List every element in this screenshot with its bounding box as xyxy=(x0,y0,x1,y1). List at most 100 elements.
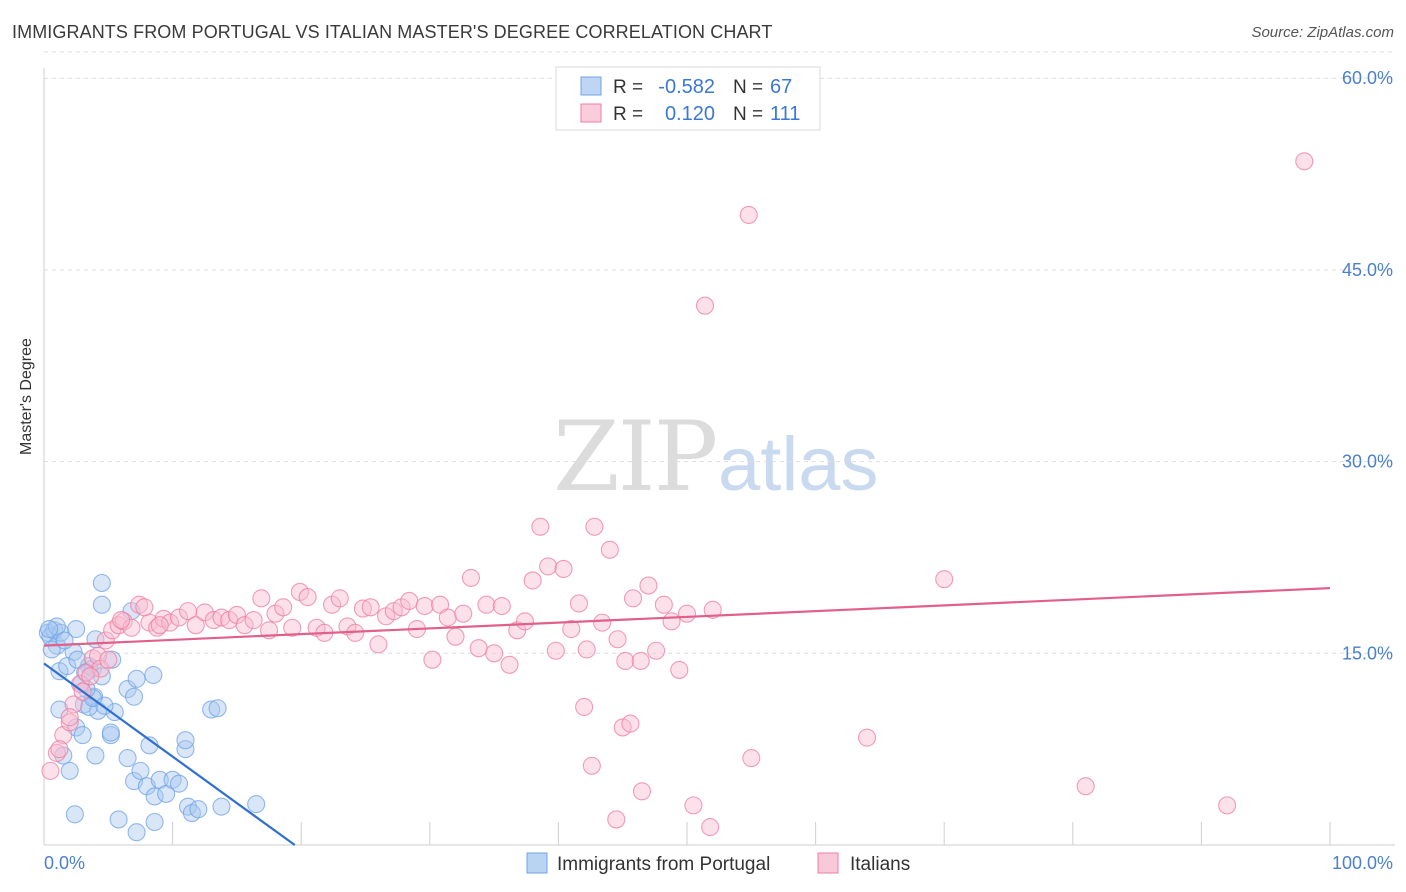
portugal-point xyxy=(55,631,74,650)
portugal-point xyxy=(86,746,105,765)
n-value: 67 xyxy=(770,76,792,98)
italians-point xyxy=(83,649,102,668)
legend-swatch xyxy=(526,852,548,874)
portugal-point xyxy=(131,761,150,780)
italians-point xyxy=(330,589,349,608)
italians-trend-line xyxy=(43,587,1331,647)
x-tick-label: 100.0% xyxy=(1332,853,1393,873)
italians-point xyxy=(186,616,205,635)
italians-point xyxy=(703,600,722,619)
watermark-zip: ZIP xyxy=(553,401,716,513)
italians-point xyxy=(569,594,589,613)
italians-point xyxy=(621,714,640,733)
italians-point xyxy=(169,608,189,627)
italians-point xyxy=(701,818,720,837)
italians-point xyxy=(670,660,689,679)
italians-point xyxy=(244,611,263,630)
portugal-point xyxy=(79,697,99,717)
portugal-point xyxy=(208,699,227,718)
italians-point xyxy=(585,517,604,536)
italians-point xyxy=(60,708,79,727)
italians-point xyxy=(361,598,380,617)
italians-point xyxy=(99,650,118,669)
italians-point xyxy=(1218,796,1237,815)
portugal-point xyxy=(92,595,111,614)
portugal-point xyxy=(202,700,221,719)
italians-point xyxy=(438,608,457,627)
italians-point xyxy=(477,595,496,614)
portugal-point xyxy=(145,787,164,806)
portugal-point xyxy=(58,657,77,676)
y-tick-label: 60.0% xyxy=(1342,68,1393,88)
portugal-point xyxy=(67,619,86,639)
stats-legend-swatch xyxy=(580,76,602,96)
y-tick-label: 15.0% xyxy=(1342,643,1393,663)
italians-point xyxy=(742,749,761,768)
italians-point xyxy=(122,618,141,637)
watermark-atlas: atlas xyxy=(718,422,879,507)
italians-point xyxy=(539,557,558,576)
y-tick-label: 45.0% xyxy=(1342,260,1393,280)
italians-point xyxy=(531,517,550,536)
r-label: R = xyxy=(613,77,643,98)
italians-point xyxy=(415,596,434,616)
italians-point xyxy=(298,588,317,607)
stats-legend-swatch xyxy=(580,103,602,123)
italians-point xyxy=(695,296,715,315)
italians-point xyxy=(274,598,293,617)
italians-point xyxy=(96,631,115,650)
italians-point xyxy=(631,651,650,671)
italians-point xyxy=(857,728,877,747)
portugal-point xyxy=(73,726,92,745)
r-value: 0.120 xyxy=(665,103,715,125)
italians-point xyxy=(492,596,511,616)
portugal-point xyxy=(65,805,84,824)
x-tick-label: 0.0% xyxy=(44,853,85,873)
italians-point xyxy=(582,756,601,775)
italians-point xyxy=(369,635,388,654)
italians-point xyxy=(632,782,652,801)
portugal-point xyxy=(68,650,87,669)
portugal-point xyxy=(40,619,59,639)
n-label: N = xyxy=(733,104,763,125)
italians-point xyxy=(616,651,635,671)
portugal-point xyxy=(118,749,137,768)
portugal-point xyxy=(101,723,120,742)
portugal-point xyxy=(60,761,79,780)
italians-point xyxy=(647,641,666,660)
italians-point xyxy=(446,627,465,646)
portugal-point xyxy=(127,669,146,688)
r-label: R = xyxy=(613,104,643,125)
portugal-point xyxy=(105,703,124,722)
italians-point xyxy=(500,655,519,674)
italians-point xyxy=(662,612,681,631)
italians-point xyxy=(677,604,697,623)
italians-point xyxy=(130,595,149,614)
chart-title: IMMIGRANTS FROM PORTUGAL VS ITALIAN MAST… xyxy=(12,22,773,42)
portugal-point xyxy=(127,823,146,842)
italians-point xyxy=(684,796,703,815)
italians-point xyxy=(81,667,100,686)
italians-point xyxy=(400,591,419,610)
portugal-point xyxy=(92,573,111,593)
italians-point xyxy=(575,697,594,717)
portugal-point xyxy=(189,800,208,819)
legend-swatch xyxy=(817,852,839,874)
italians-point xyxy=(523,571,542,590)
italians-point xyxy=(41,761,60,780)
italians-point xyxy=(135,598,154,617)
portugal-point xyxy=(169,774,189,793)
portugal-point xyxy=(124,687,144,706)
italians-point xyxy=(112,611,131,630)
n-label: N = xyxy=(733,77,763,98)
italians-point xyxy=(554,559,573,579)
portugal-point xyxy=(145,812,164,832)
italians-point xyxy=(235,616,254,635)
chart-source: Source: ZipAtlas.com xyxy=(1251,24,1394,41)
italians-point xyxy=(252,589,271,608)
italians-point xyxy=(1076,777,1095,796)
italians-point xyxy=(935,570,954,589)
portugal-point xyxy=(212,797,231,816)
italians-point xyxy=(600,540,619,559)
